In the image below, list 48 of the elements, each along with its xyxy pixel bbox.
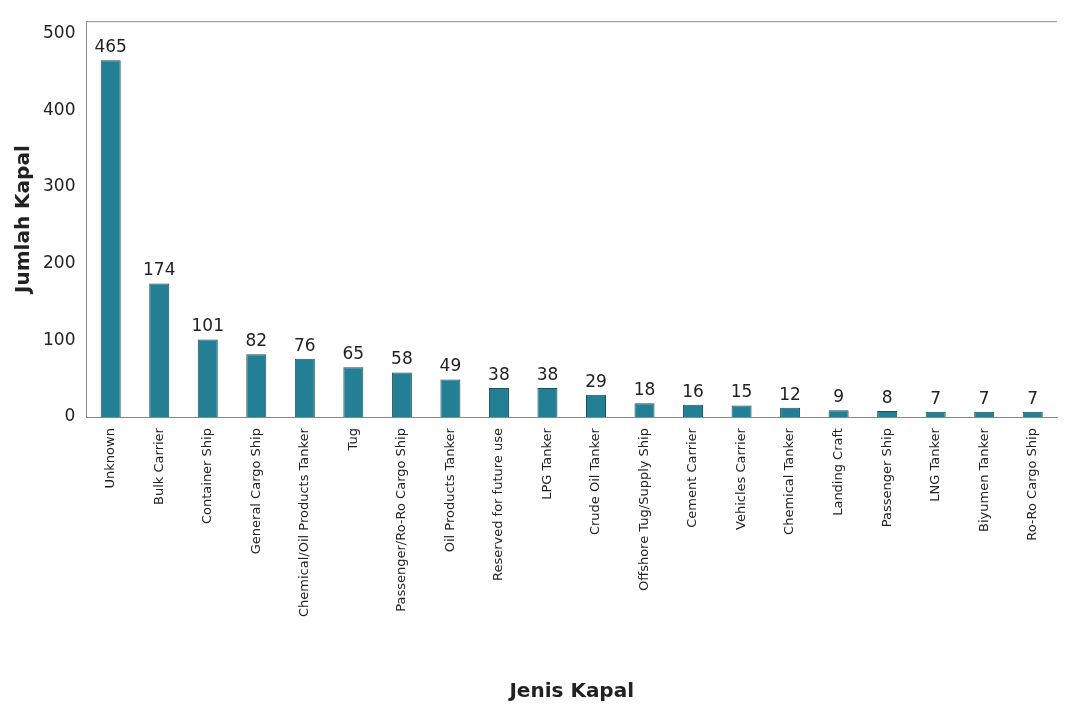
- x-tick-label: Cement Carrier: [684, 427, 700, 528]
- x-tick-label: Reserved for future use: [490, 428, 506, 582]
- data-label: 82: [245, 330, 268, 351]
- data-label: 49: [439, 355, 462, 376]
- x-tick-label: Ro-Ro Cargo Ship: [1024, 428, 1040, 541]
- x-tick-label: Container Ship: [199, 428, 215, 525]
- x-tick-label: Oil Products Tanker: [441, 427, 457, 553]
- data-label: 7: [978, 387, 990, 408]
- x-tick-label: Passenger Ship: [878, 428, 894, 528]
- x-tick-label: Chemical Tanker: [781, 427, 797, 535]
- y-tick-label: 200: [42, 252, 76, 273]
- x-tick-label: LPG Tanker: [538, 427, 554, 500]
- y-axis-title: Jumlah Kapal: [10, 145, 35, 295]
- data-label: 65: [342, 343, 365, 364]
- data-label: 465: [94, 36, 127, 57]
- x-tick-label: General Cargo Ship: [247, 428, 263, 555]
- data-label: 8: [881, 386, 893, 407]
- x-tick-label: Tug: [344, 428, 360, 452]
- x-tick-label: Biyumen Tanker: [975, 427, 991, 532]
- data-label: 7: [930, 387, 942, 408]
- x-tick-label: Chemical/Oil Products Tanker: [296, 427, 312, 617]
- y-tick-label: 400: [42, 98, 76, 119]
- x-tick-label: Landing Craft: [830, 428, 845, 516]
- data-label: 29: [585, 370, 607, 391]
- y-tick-label: 0: [64, 405, 76, 426]
- x-tick-label: LNG Tanker: [927, 427, 943, 502]
- data-label: 12: [779, 383, 801, 404]
- x-tick-label: Offshore Tug/Supply Ship: [635, 428, 651, 592]
- x-tick-label: Vehicles Carrier: [732, 427, 748, 530]
- x-axis-title: Jenis Kapal: [507, 678, 635, 703]
- data-label: 15: [730, 381, 753, 402]
- y-tick-label: 300: [42, 175, 76, 196]
- data-label: 7: [1027, 387, 1039, 408]
- y-tick-label: 100: [42, 328, 76, 349]
- x-tick-label: Passenger/Ro-Ro Cargo Ship: [393, 428, 409, 612]
- data-label: 18: [633, 379, 656, 400]
- x-tick-label: Bulk Carrier: [150, 427, 166, 505]
- data-label: 38: [536, 363, 559, 384]
- data-label: 38: [488, 363, 510, 384]
- data-label: 76: [294, 334, 316, 355]
- y-tick-label: 500: [42, 21, 76, 42]
- x-tick-label: Unknown: [102, 428, 118, 489]
- data-label: 101: [191, 315, 224, 336]
- data-label: 58: [391, 348, 413, 369]
- x-tick-label: Crude Oil Tanker: [587, 427, 603, 536]
- data-label: 174: [143, 259, 176, 280]
- data-label: 16: [682, 380, 704, 401]
- data-label: 9: [833, 386, 845, 407]
